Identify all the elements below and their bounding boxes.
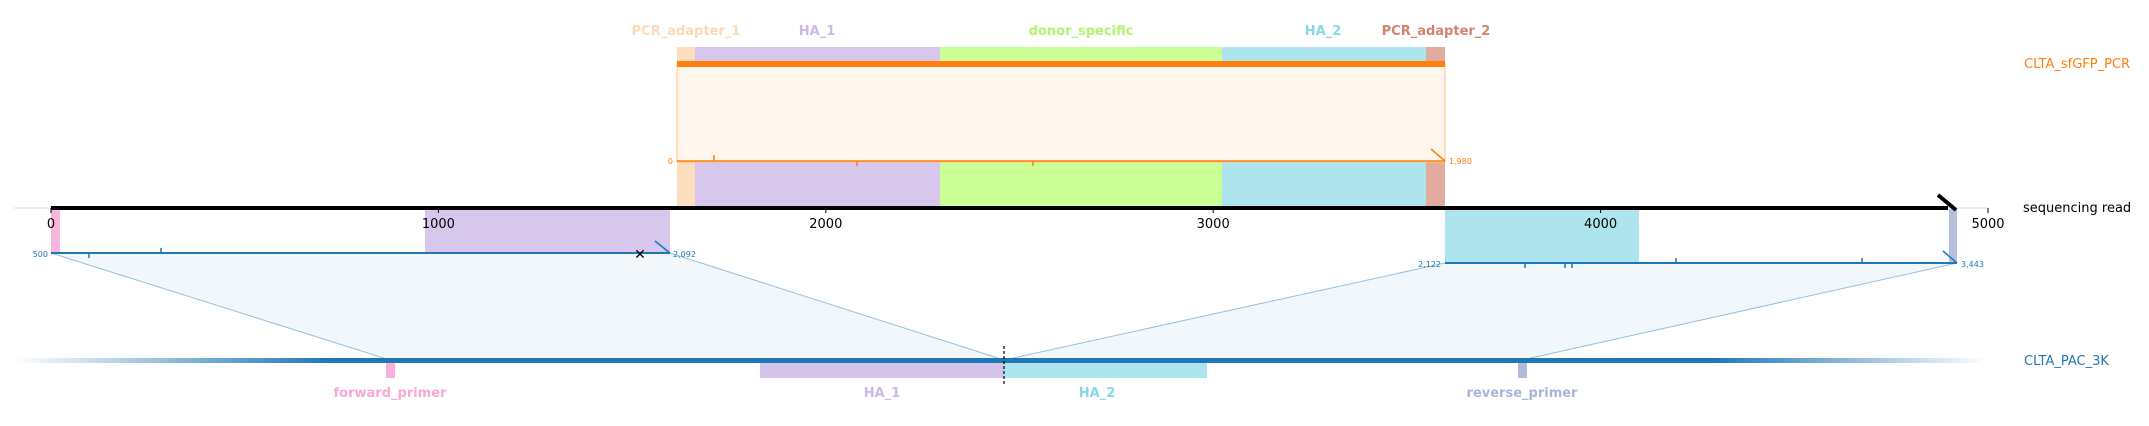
read-left-ref-end-label: 2,092 bbox=[673, 250, 696, 259]
read-axis-tick-label: 1000 bbox=[422, 217, 455, 232]
top-track-end-tick bbox=[1430, 148, 1446, 162]
read-left-forward-primer-band bbox=[51, 209, 60, 253]
top-feature-label-donor-specific: donor_specific bbox=[1029, 24, 1134, 39]
left-connector-edge bbox=[669, 252, 1005, 361]
read-left-ref-start-label: 500 bbox=[33, 250, 48, 259]
bottom-feature-reverse-primer-band bbox=[1518, 363, 1527, 378]
read-axis-tick-label: 3000 bbox=[1197, 217, 1230, 232]
top-track-name: CLTA_sfGFP_PCR bbox=[2024, 57, 2130, 72]
read-end-arrow-icon bbox=[1936, 193, 1958, 212]
bottom-feature-ha-2-band bbox=[1004, 363, 1207, 378]
right-connector-edge bbox=[1521, 262, 1958, 361]
bottom-feature-ha-1-band bbox=[760, 363, 1004, 378]
bottom-track-name: CLTA_PAC_3K bbox=[2024, 354, 2109, 369]
top-feature-label-ha-2: HA_2 bbox=[1305, 24, 1342, 39]
top-track-start-label: 0 bbox=[668, 157, 673, 166]
bottom-feature-label-reverse-primer: reverse_primer bbox=[1467, 386, 1579, 401]
right-alignment-connector bbox=[1004, 263, 1957, 360]
read-track: ✕ 500 2,092 2,122 3,443 0 1000 2000 3000 400… bbox=[14, 193, 2131, 361]
top-track-end-label: 1,980 bbox=[1449, 157, 1472, 166]
read-axis-tick-label: 0 bbox=[47, 217, 55, 232]
read-right-ref-end-label: 3,443 bbox=[1961, 260, 1984, 269]
bottom-feature-label-ha-2: HA_2 bbox=[1079, 386, 1116, 401]
top-alignment-panel bbox=[676, 63, 1446, 163]
left-alignment-connector bbox=[51, 253, 1004, 360]
right-connector-edge bbox=[1003, 262, 1446, 361]
bottom-track: forward_primer HA_1 HA_2 reverse_primer … bbox=[14, 346, 2109, 401]
read-right-ref-start-label: 2,122 bbox=[1418, 260, 1441, 269]
read-axis-tick-label: 5000 bbox=[1971, 217, 2004, 232]
read-axis-ticks: 0 1000 2000 3000 4000 5000 bbox=[47, 208, 2005, 232]
top-feature-label-ha-1: HA_1 bbox=[799, 24, 836, 39]
bottom-track-bar bbox=[14, 358, 1988, 363]
read-axis-tick-label: 2000 bbox=[809, 217, 842, 232]
top-feature-label-pcr-adapter-2: PCR_adapter_2 bbox=[1382, 24, 1491, 39]
top-feature-label-pcr-adapter-1: PCR_adapter_1 bbox=[632, 24, 741, 39]
bottom-feature-label-ha-1: HA_1 bbox=[864, 386, 901, 401]
bottom-feature-label-forward-primer: forward_primer bbox=[334, 386, 448, 401]
bottom-feature-forward-primer-band bbox=[386, 363, 395, 378]
read-left-ha-1-band bbox=[425, 209, 670, 253]
read-left-mismatch-icon: ✕ bbox=[634, 247, 646, 263]
read-right-reverse-primer-band bbox=[1949, 209, 1957, 263]
read-left-alignment-end-tick bbox=[654, 240, 671, 254]
read-right-ha-2-band bbox=[1445, 209, 1639, 263]
left-connector-edge bbox=[50, 252, 391, 361]
top-track: 0 1,980 PCR_adapter_1 HA_1 donor_specifi… bbox=[632, 24, 2130, 206]
read-axis-tick-label: 4000 bbox=[1584, 217, 1617, 232]
read-right-alignment-end-tick bbox=[1942, 250, 1958, 264]
read-track-name: sequencing read bbox=[2023, 201, 2131, 216]
